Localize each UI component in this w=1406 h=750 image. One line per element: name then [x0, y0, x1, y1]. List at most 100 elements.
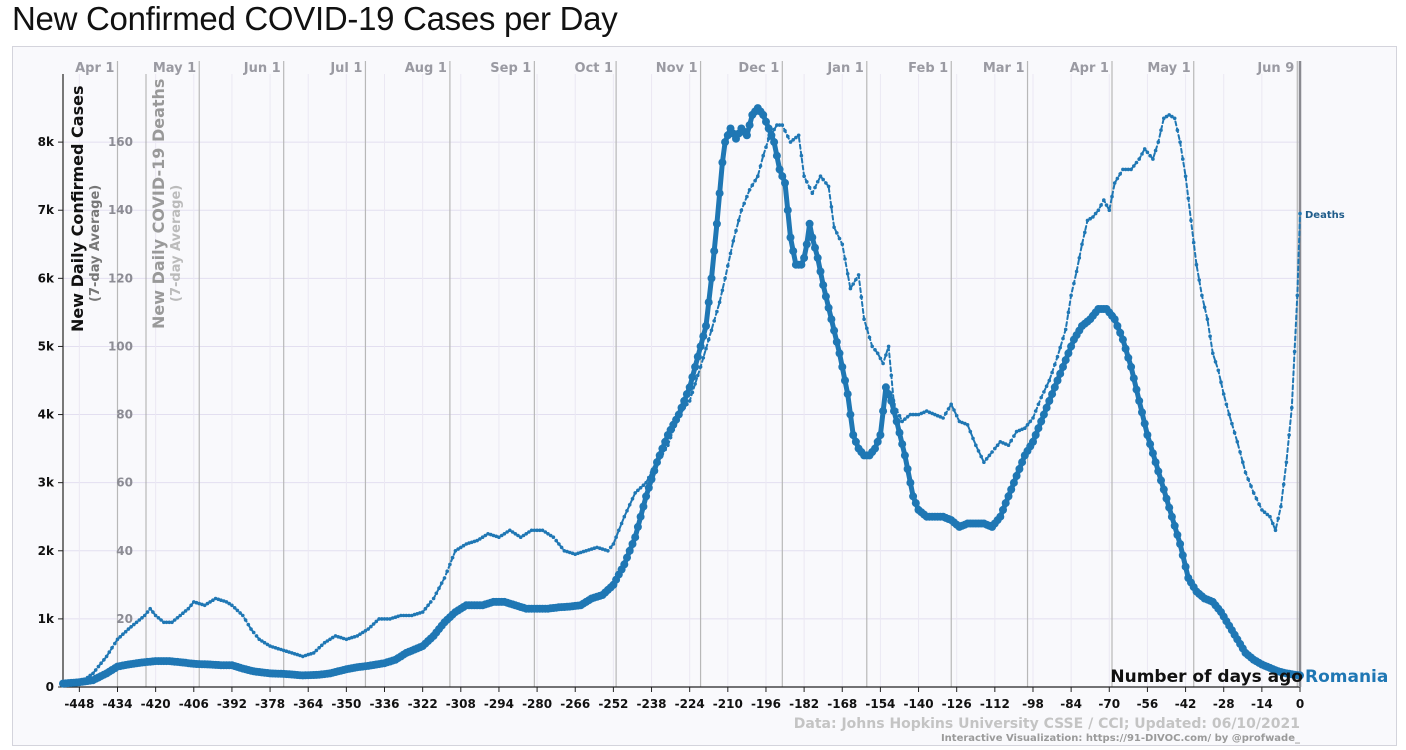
y-tick-label: 0	[46, 680, 54, 694]
data-point-romania	[786, 233, 795, 242]
data-point-deaths	[995, 443, 1000, 448]
data-point-romania	[775, 165, 784, 174]
data-point-deaths	[843, 257, 847, 261]
series-line-romania[interactable]	[60, 105, 1303, 687]
data-point-deaths	[769, 132, 774, 136]
month-label: Feb 1	[908, 61, 948, 76]
data-point-deaths	[325, 639, 330, 643]
data-point-deaths	[213, 596, 218, 601]
data-point-romania	[841, 376, 849, 385]
data-point-deaths	[486, 532, 490, 536]
data-point-deaths	[189, 603, 193, 608]
data-point-deaths	[1279, 504, 1283, 509]
credit-link[interactable]: Interactive Visualization: https://91-DI…	[941, 733, 1300, 744]
axes: 0 1k 2k 3k 4k 5k 6k 7k 8k 20 40 60 80 100 120 140 160 -44…	[38, 61, 1304, 711]
deaths-tick-label: 100	[108, 339, 133, 353]
data-point-romania	[802, 240, 811, 249]
data-point-romania	[1045, 396, 1054, 405]
data-point-romania	[1004, 492, 1013, 501]
data-point-deaths	[129, 625, 133, 629]
data-point-deaths	[524, 532, 528, 536]
data-point-deaths	[1221, 392, 1226, 396]
data-point-deaths	[960, 420, 964, 425]
data-point-romania	[1034, 424, 1043, 433]
data-point-romania	[1178, 551, 1187, 560]
data-point-deaths	[265, 642, 270, 647]
data-point-deaths	[777, 123, 782, 127]
data-point-deaths	[630, 497, 635, 501]
data-point-romania	[778, 172, 787, 181]
month-label: Aug 1	[405, 61, 447, 76]
data-point-deaths	[91, 671, 95, 676]
data-point-romania	[704, 298, 713, 307]
data-point-romania	[1157, 476, 1165, 485]
data-point-deaths	[350, 635, 354, 640]
data-point-deaths	[328, 637, 332, 642]
deaths-tick-label: 120	[108, 271, 133, 285]
x-tick-label: -448	[64, 697, 94, 711]
x-tick-label: -182	[789, 697, 819, 711]
data-point-romania	[764, 124, 773, 133]
data-point-deaths	[1033, 409, 1038, 413]
data-point-deaths	[467, 541, 471, 545]
data-point-romania	[871, 444, 879, 453]
y-axis-label-deaths: New Daily COVID-19 Deaths	[149, 79, 168, 329]
data-point-deaths	[1031, 416, 1035, 420]
data-point-deaths	[224, 600, 229, 604]
data-point-deaths	[1292, 349, 1297, 354]
y-tick-label: 8k	[38, 135, 55, 149]
data-point-deaths	[535, 528, 539, 533]
data-point-romania	[1167, 512, 1176, 521]
data-point-romania	[1146, 440, 1155, 449]
data-point-deaths	[1085, 218, 1090, 223]
data-point-deaths	[625, 509, 629, 513]
data-point-deaths	[682, 405, 686, 410]
data-point-deaths	[1083, 230, 1087, 235]
data-point-deaths	[952, 408, 956, 412]
data-point-deaths	[151, 610, 155, 614]
data-point-romania	[1181, 562, 1190, 571]
data-point-romania	[631, 533, 640, 542]
data-point-romania	[707, 274, 716, 283]
data-point-deaths	[949, 402, 953, 407]
data-point-romania	[633, 522, 642, 531]
data-point-deaths	[126, 627, 131, 631]
data-point-deaths	[1287, 433, 1291, 437]
month-label: Mar 1	[983, 61, 1025, 76]
data-point-deaths	[510, 530, 515, 534]
data-point-deaths	[1227, 412, 1231, 417]
data-point-deaths	[704, 346, 708, 351]
deaths-tick-label: 160	[108, 135, 133, 149]
data-point-deaths	[674, 420, 678, 425]
data-point-deaths	[802, 174, 806, 178]
data-point-romania	[1116, 328, 1125, 337]
data-point-deaths	[336, 635, 341, 639]
data-point-deaths	[1284, 460, 1289, 465]
month-label: Apr 1	[1070, 61, 1109, 76]
data-point-romania	[685, 383, 694, 392]
data-point-deaths	[208, 600, 212, 604]
data-point-deaths	[175, 616, 180, 620]
data-point-deaths	[352, 635, 357, 639]
data-point-deaths	[1115, 176, 1120, 181]
data-point-deaths	[578, 550, 583, 555]
data-point-deaths	[518, 535, 523, 539]
data-point-deaths	[1224, 402, 1229, 407]
x-tick-label: -14	[1251, 697, 1273, 711]
data-point-romania	[1143, 431, 1152, 439]
data-point-deaths	[497, 535, 501, 539]
data-point-deaths	[1208, 334, 1212, 339]
data-point-deaths	[219, 598, 223, 602]
data-point-deaths	[941, 416, 945, 420]
series-label-romania[interactable]: Romania	[1305, 667, 1388, 687]
data-point-deaths	[548, 533, 553, 538]
data-point-deaths	[314, 648, 319, 653]
data-point-deaths	[281, 648, 286, 653]
data-point-deaths	[404, 613, 409, 618]
data-point-deaths	[1260, 508, 1264, 512]
data-point-deaths	[963, 421, 967, 426]
data-point-romania	[696, 342, 705, 351]
data-point-deaths	[933, 412, 937, 417]
data-point-deaths	[810, 191, 815, 195]
data-point-romania	[781, 179, 789, 187]
